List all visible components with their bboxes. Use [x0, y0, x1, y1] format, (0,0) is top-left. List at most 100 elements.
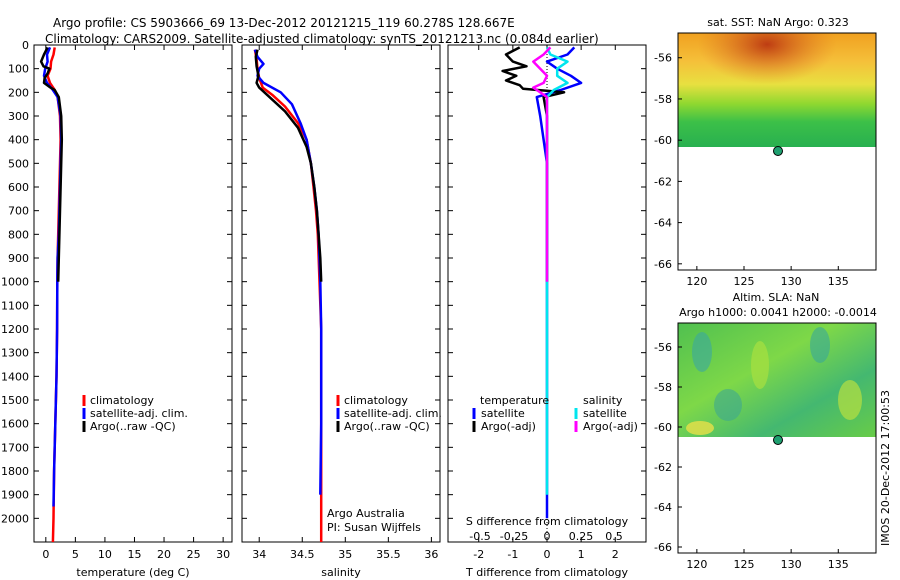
x-tick-label: 34.5	[290, 548, 315, 561]
y-tick-label: 500	[8, 157, 29, 170]
credit-line-1: Argo Australia	[327, 507, 405, 520]
sla-map-axes	[677, 322, 877, 554]
s-tick-label: -0.5	[469, 530, 490, 543]
legend-label: Argo(..raw -QC)	[90, 420, 176, 433]
y-tick-label: 0	[22, 39, 29, 52]
y-tick-label: 200	[8, 86, 29, 99]
x-tick-label: 25	[187, 548, 201, 561]
sla-map-subtitle: Argo h1000: 0.0041 h2000: -0.0014	[679, 306, 877, 319]
y-tick-label: 400	[8, 134, 29, 147]
x-tick-label: 5	[72, 548, 79, 561]
map-x-tick-label: 130	[781, 558, 802, 571]
legend-label: Argo(..raw -QC)	[344, 420, 430, 433]
y-tick-label: 1400	[1, 370, 29, 383]
difference-x-ticks: -2 -1 0 1 2	[473, 45, 619, 561]
y-tick-label: 1300	[1, 347, 29, 360]
depth-ticks: 0 100 200 300 400 500 600 700 800 900 1000 1100 1200…	[1, 39, 646, 525]
sla-map-title: Altim. SLA: NaN	[733, 291, 820, 304]
map-y-tick-label: -58	[654, 93, 672, 106]
sla-anomaly	[810, 327, 830, 363]
s-tick-label: -0.25	[500, 530, 528, 543]
legend-label: satellite-adj. clim.	[344, 407, 442, 420]
legend-label: Argo(-adj)	[481, 420, 536, 433]
x-tick-label: 0	[544, 548, 551, 561]
series-line-argo-raw-qc-	[254, 49, 323, 282]
x-tick-label: 15	[127, 548, 141, 561]
x-tick-label: 30	[216, 548, 230, 561]
x-tick-label: -1	[507, 548, 518, 561]
map-y-tick-label: -64	[654, 217, 672, 230]
series-line-satellite-adj-clim-	[253, 49, 323, 495]
map-y-tick-label: -62	[654, 175, 672, 188]
header-line-2: Climatology: CARS2009. Satellite-adjuste…	[45, 32, 599, 46]
t-difference-xlabel: T difference from climatology	[465, 566, 628, 579]
map-x-tick-label: 120	[686, 558, 707, 571]
sla-map	[677, 322, 877, 554]
y-tick-label: 1100	[1, 299, 29, 312]
sla-anomaly	[838, 380, 862, 420]
map-y-tick-label: -60	[654, 421, 672, 434]
y-tick-label: 1500	[1, 394, 29, 407]
side-stamp: IMOS 20-Dec-2012 17:00:53	[879, 390, 892, 546]
series-line-salinity-argo-adj-	[532, 46, 552, 282]
sla-anomaly	[751, 341, 769, 389]
sla-anomaly	[714, 389, 742, 421]
sla-anomaly	[692, 332, 712, 372]
difference-series	[501, 45, 583, 542]
y-tick-label: 100	[8, 63, 29, 76]
map-y-tick-label: -62	[654, 461, 672, 474]
x-tick-label: 0	[42, 548, 49, 561]
map-y-tick-label: -60	[654, 134, 672, 147]
sst-map	[677, 32, 877, 271]
map-x-tick-label: 135	[828, 275, 849, 288]
legend-label: satellite	[481, 407, 525, 420]
series-line-salinity-satellite	[545, 46, 569, 495]
x-tick-label: 35	[338, 548, 352, 561]
map-y-tick-label: -66	[654, 541, 672, 554]
series-line-temperature-argo-adj-	[501, 46, 566, 282]
temperature-x-ticks: 0 5 10 15 20 25 30	[42, 45, 230, 561]
y-tick-label: 1000	[1, 276, 29, 289]
legend-label: satellite	[583, 407, 627, 420]
map-y-tick-label: -56	[654, 52, 672, 65]
temperature-series	[39, 46, 64, 542]
map-x-tick-label: 120	[686, 275, 707, 288]
map-y-tick-label: -66	[654, 258, 672, 271]
legend-title-temperature: temperature	[480, 394, 549, 407]
x-tick-label: -2	[473, 548, 484, 561]
map-y-tick-label: -58	[654, 381, 672, 394]
y-tick-label: 700	[8, 205, 29, 218]
sst-warm-patch	[678, 33, 876, 147]
salinity-series	[253, 49, 323, 542]
y-tick-label: 1200	[1, 323, 29, 336]
y-tick-label: 1600	[1, 418, 29, 431]
map-x-tick-label: 130	[781, 275, 802, 288]
y-tick-label: 1800	[1, 465, 29, 478]
argo-position-marker	[773, 146, 783, 156]
series-line-temperature-satellite	[535, 46, 583, 519]
sst-map-title: sat. SST: NaN Argo: 0.323	[707, 16, 848, 29]
difference-legend: temperature salinity satellite Argo(-adj…	[472, 394, 638, 433]
legend-label: Argo(-adj)	[583, 420, 638, 433]
salinity-axes	[241, 44, 441, 543]
header-line-1: Argo profile: CS 5903666_69 13-Dec-2012 …	[53, 16, 515, 30]
credit-line-2: PI: Susan Wijffels	[327, 521, 421, 534]
series-line-argo-raw-qc-	[39, 46, 64, 282]
map-x-tick-label: 125	[734, 558, 755, 571]
y-tick-label: 900	[8, 252, 29, 265]
temperature-axes	[33, 44, 233, 543]
legend-label: climatology	[344, 394, 408, 407]
temperature-xlabel: temperature (deg C)	[76, 566, 189, 579]
s-tick-label: 0.5	[605, 530, 623, 543]
legend-label: satellite-adj. clim.	[90, 407, 188, 420]
map-x-tick-label: 125	[734, 275, 755, 288]
sst-map-axes	[677, 32, 877, 271]
legend-title-salinity: salinity	[583, 394, 623, 407]
x-tick-label: 35.5	[376, 548, 401, 561]
sla-map-ticks: 120 125 130 135 -56 -58 -60 -62 -64 -66	[654, 341, 849, 571]
y-tick-label: 2000	[1, 512, 29, 525]
series-line-climatology	[253, 49, 323, 542]
salinity-x-ticks: 34 34.5 35 35.5 36	[252, 45, 438, 561]
x-tick-label: 36	[424, 548, 438, 561]
